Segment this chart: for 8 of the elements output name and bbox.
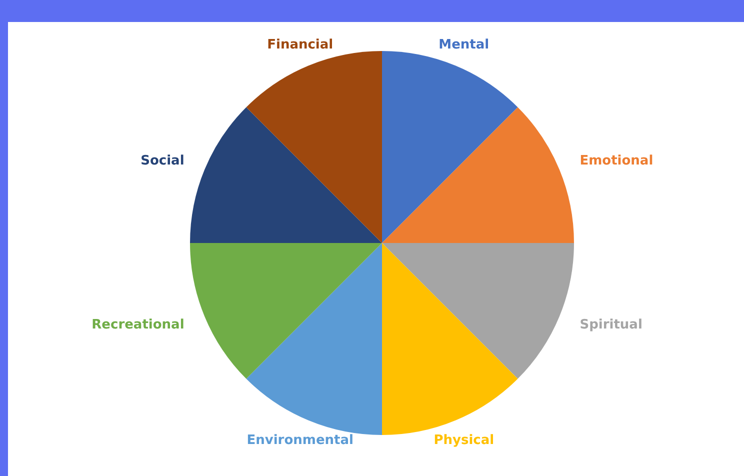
slice-label: Social [140, 153, 184, 168]
slice-label: Spiritual [580, 317, 642, 332]
slice-label: Financial [267, 38, 334, 53]
slice-label: Environmental [246, 433, 354, 448]
slice-label: Physical [434, 433, 494, 448]
slice-label: Emotional [580, 153, 654, 168]
slice-label: Recreational [92, 317, 184, 332]
slice-label: Mental [438, 38, 490, 53]
